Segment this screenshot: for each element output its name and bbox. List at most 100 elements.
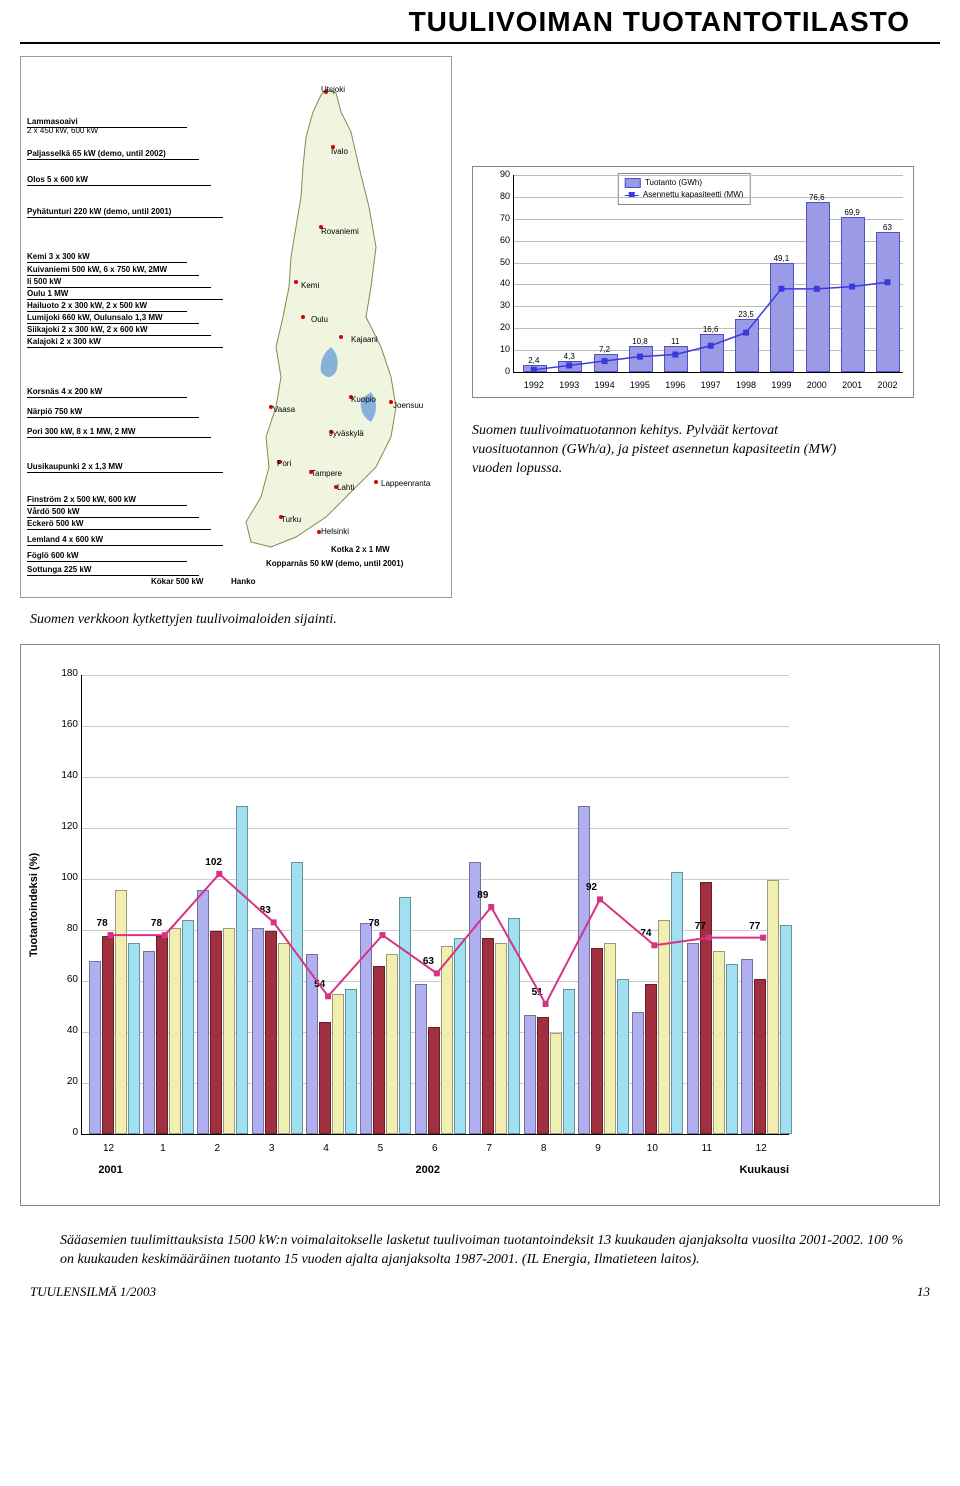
chart2-ytick: 180: [48, 668, 78, 679]
map-site-label: Pori 300 kW, 8 x 1 MW, 2 MW: [27, 427, 135, 436]
map-site-label: Olos 5 x 600 kW: [27, 175, 88, 184]
chart1-xtick: 1995: [625, 380, 655, 390]
chart1-xtick: 1992: [519, 380, 549, 390]
upper-row: Lammasoaivi2 x 450 kW, 600 kW Paljasselkä…: [0, 56, 960, 598]
city-label: Kajaani: [351, 335, 378, 344]
chart1-xtick: 2000: [802, 380, 832, 390]
map-site-label: Siikajoki 2 x 300 kW, 2 x 600 kW: [27, 325, 148, 334]
map-site-label: Lemland 4 x 600 kW: [27, 535, 103, 544]
chart2-ytick: 40: [48, 1025, 78, 1036]
chart2-xtick: 8: [524, 1143, 564, 1154]
chart2-caption: Sääasemien tuulimittauksista 1500 kW:n v…: [60, 1232, 920, 1270]
chart1-ytick: 20: [486, 322, 510, 332]
chart2-ylabel: Tuotantoindeksi (%): [28, 852, 40, 956]
map-site-label: Hanko: [231, 577, 255, 586]
chart2-ytick: 0: [48, 1127, 78, 1138]
map-site-label: Kuivaniemi 500 kW, 6 x 750 kW, 2MW: [27, 265, 167, 274]
chart1-ytick: 50: [486, 257, 510, 267]
chart2-xtick: 1: [143, 1143, 183, 1154]
chart2-xtick: 6: [415, 1143, 455, 1154]
city-label: Tampere: [311, 469, 342, 478]
finland-map: Lammasoaivi2 x 450 kW, 600 kW Paljasselkä…: [20, 56, 452, 598]
footer-left: TUULENSILMÄ 1/2003: [30, 1284, 156, 1300]
city-label: Jyväskylä: [329, 429, 364, 438]
chart2-xtick: 5: [360, 1143, 400, 1154]
chart1-xtick: 1993: [554, 380, 584, 390]
chart2-xtick: 11: [687, 1143, 727, 1154]
city-label: Helsinki: [321, 527, 349, 536]
chart2-ytick: 20: [48, 1076, 78, 1087]
chart2-xtick: 10: [632, 1143, 672, 1154]
map-site-label: Eckerö 500 kW: [27, 519, 83, 528]
city-label: Utsjoki: [321, 85, 345, 94]
city-label: Rovaniemi: [321, 227, 359, 236]
chart1-xtick: 2001: [837, 380, 867, 390]
chart2-xtick: 7: [469, 1143, 509, 1154]
city-label: Turku: [281, 515, 301, 524]
chart1-ytick: 30: [486, 300, 510, 310]
chart2-year-2002: 2002: [416, 1164, 440, 1176]
city-label: Kuopio: [351, 395, 376, 404]
chart2-xtick: 12: [89, 1143, 129, 1154]
chart2-ytick: 120: [48, 821, 78, 832]
chart1-xtick: 1996: [660, 380, 690, 390]
chart2-ytick: 160: [48, 719, 78, 730]
chart2-xtick: 9: [578, 1143, 618, 1154]
chart1-xtick: 1999: [766, 380, 796, 390]
map-site-label: Lammasoaivi2 x 450 kW, 600 kW: [27, 117, 98, 135]
city-label: Lahti: [337, 483, 354, 492]
map-site-label: Sottunga 225 kW: [27, 565, 91, 574]
chart1-xtick: 2002: [872, 380, 902, 390]
city-label: Lappeenranta: [381, 479, 430, 488]
footer-right: 13: [917, 1284, 930, 1300]
chart2-avg-line: [82, 675, 789, 1134]
map-site-label: Vårdö 500 kW: [27, 507, 79, 516]
chart1-ytick: 0: [486, 366, 510, 376]
chart1-capacity-line: [514, 175, 903, 372]
map-site-label: Ii 500 kW: [27, 277, 61, 286]
map-site-label: Korsnäs 4 x 200 kW: [27, 387, 102, 396]
chart1-xtick: 1997: [696, 380, 726, 390]
city-label: Joensuu: [393, 401, 423, 410]
map-site-label: Närpiö 750 kW: [27, 407, 82, 416]
chart1-ytick: 10: [486, 344, 510, 354]
chart1-ytick: 60: [486, 235, 510, 245]
city-label: Pori: [277, 459, 291, 468]
map-site-label: Pyhätunturi 220 kW (demo, until 2001): [27, 207, 171, 216]
chart1-xtick: 1994: [590, 380, 620, 390]
chart2-xtick: 3: [252, 1143, 292, 1154]
page-title: TUULIVOIMAN TUOTANTOTILASTO: [20, 0, 940, 44]
map-site-label: Kotka 2 x 1 MW: [331, 545, 390, 554]
map-site-label: Paljasselkä 65 kW (demo, until 2002): [27, 149, 166, 158]
chart2-ytick: 140: [48, 770, 78, 781]
chart2-x-axis-label: Kuukausi: [739, 1164, 789, 1176]
chart2-xtick: 12: [741, 1143, 781, 1154]
chart2-xtick: 2: [197, 1143, 237, 1154]
chart1-ytick: 90: [486, 169, 510, 179]
city-label: Kemi: [301, 281, 319, 290]
chart1-ytick: 40: [486, 278, 510, 288]
chart1-ytick: 80: [486, 191, 510, 201]
map-site-label: Uusikaupunki 2 x 1,3 MW: [27, 462, 123, 471]
page-footer: TUULENSILMÄ 1/2003 13: [0, 1280, 960, 1310]
map-site-label: Kemi 3 x 300 kW: [27, 252, 90, 261]
chart2-year-2001: 2001: [98, 1164, 122, 1176]
map-site-label: Kökar 500 kW: [151, 577, 203, 586]
chart1-ytick: 70: [486, 213, 510, 223]
chart1-xtick: 1998: [731, 380, 761, 390]
city-label: Oulu: [311, 315, 328, 324]
chart2-ytick: 80: [48, 923, 78, 934]
production-history-chart: Tuotanto (GWh) Asennettu kapasiteetti (M…: [472, 166, 914, 398]
map-site-label: Kopparnäs 50 kW (demo, until 2001): [266, 559, 403, 568]
city-label: Vaasa: [273, 405, 295, 414]
chart1-caption: Suomen tuulivoimatuotannon kehitys. Pylv…: [472, 422, 852, 479]
city-label: Ivalo: [331, 147, 348, 156]
map-site-label: Hailuoto 2 x 300 kW, 2 x 500 kW: [27, 301, 147, 310]
map-site-label: Föglö 600 kW: [27, 551, 79, 560]
map-site-label: Kalajoki 2 x 300 kW: [27, 337, 101, 346]
chart2-xtick: 4: [306, 1143, 346, 1154]
map-site-label: Finström 2 x 500 kW, 600 kW: [27, 495, 136, 504]
chart2-ytick: 60: [48, 974, 78, 985]
chart2-ytick: 100: [48, 872, 78, 883]
production-index-chart: Tuotantoindeksi (%) 02040608010012014016…: [20, 644, 940, 1206]
